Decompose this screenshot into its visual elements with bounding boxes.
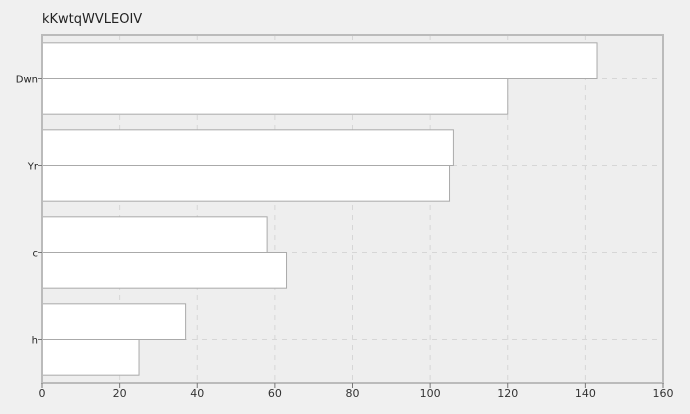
y-tick-label-3: h — [32, 336, 38, 347]
bar-Yr-1 — [41, 165, 451, 202]
y-tick-label-0: Dwn — [16, 75, 38, 86]
x-tick-label-4: 80 — [346, 387, 360, 400]
x-tick-label-5: 100 — [420, 387, 441, 400]
bar-h-0 — [41, 303, 187, 340]
chart-title: kKwtqWVLEOIV — [42, 12, 143, 27]
bar-Dwn-0 — [41, 42, 598, 79]
bar-c-0 — [41, 216, 268, 253]
x-tick-label-8: 160 — [653, 387, 674, 400]
bar-Dwn-1 — [41, 78, 509, 115]
bar-h-1 — [41, 339, 140, 376]
x-tick-label-6: 120 — [497, 387, 518, 400]
x-tick-label-1: 20 — [113, 387, 127, 400]
y-tick-label-1: Yr — [27, 162, 39, 173]
bar-c-1 — [41, 252, 288, 289]
x-tick-label-3: 60 — [268, 387, 282, 400]
y-tick-label-2: c — [33, 249, 39, 260]
bar-Yr-0 — [41, 129, 454, 166]
x-tick-label-7: 140 — [575, 387, 596, 400]
x-tick-label-0: 0 — [39, 387, 46, 400]
x-tick-label-2: 40 — [190, 387, 204, 400]
